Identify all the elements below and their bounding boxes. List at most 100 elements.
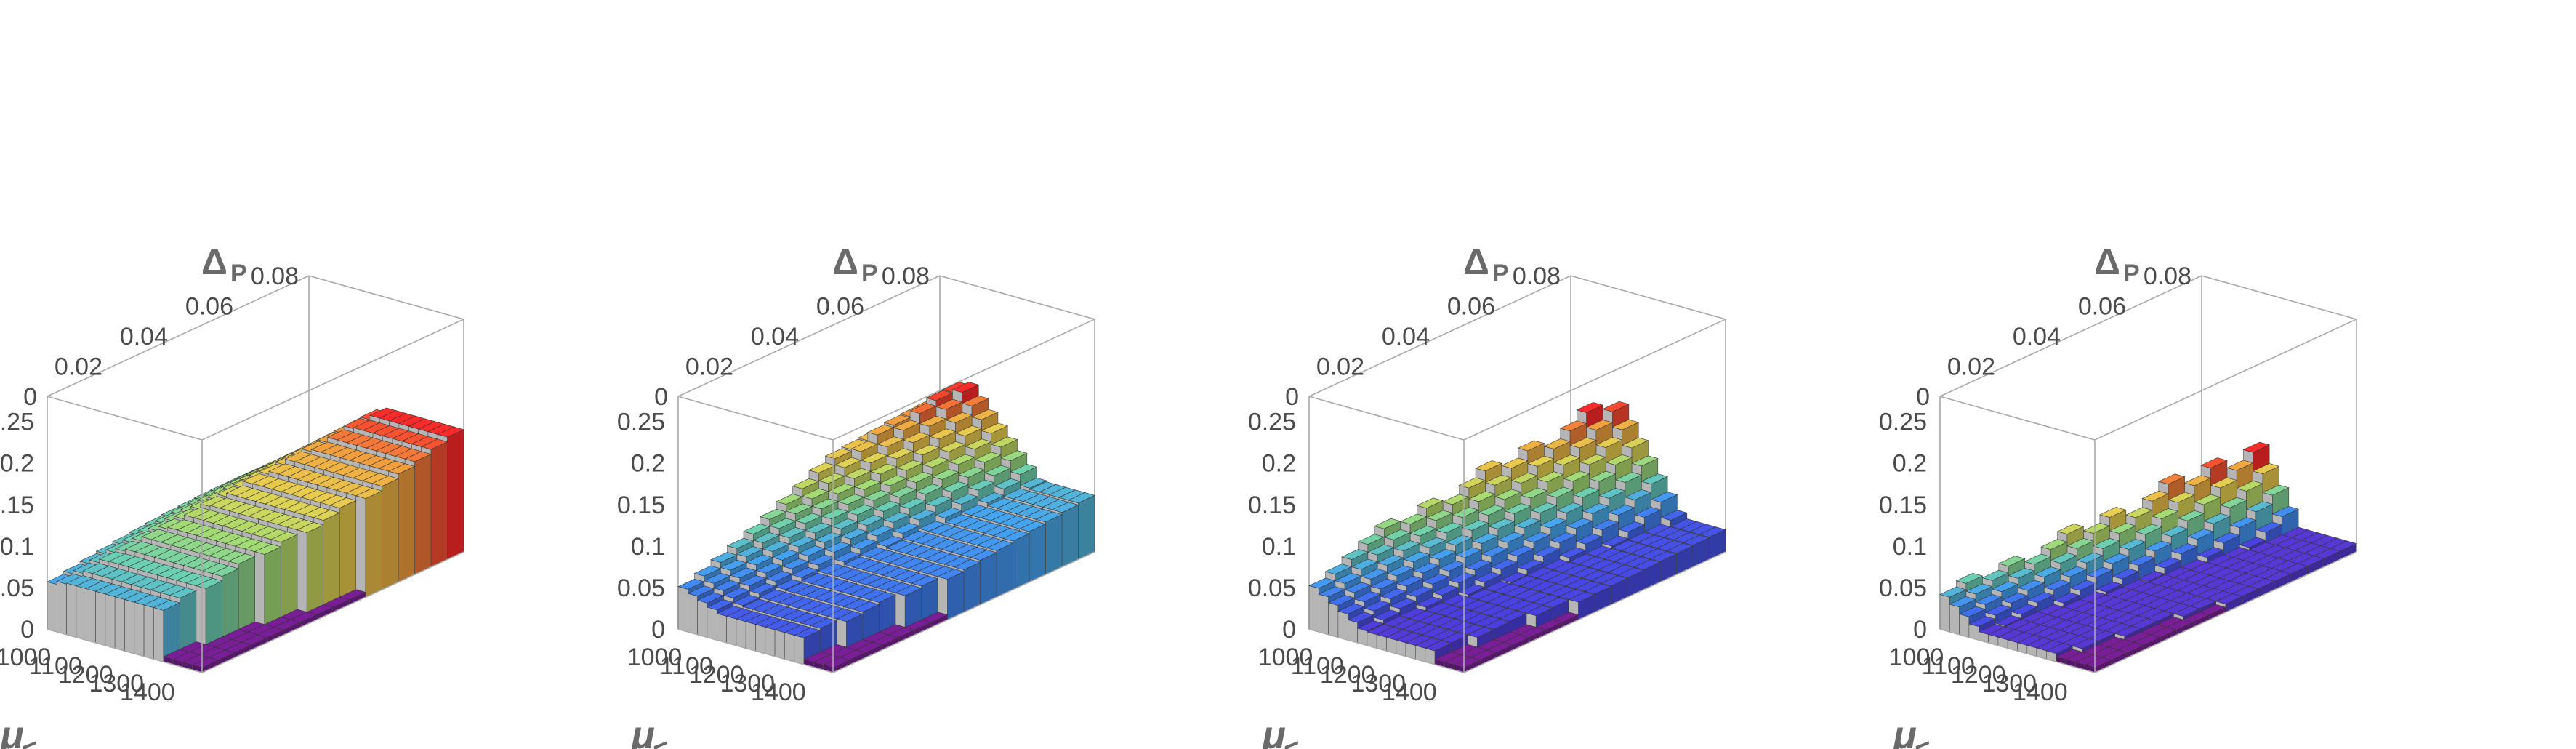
z-tick-label: 0 [651, 616, 665, 644]
bar-side [297, 529, 307, 617]
bar [191, 657, 220, 673]
bar-top [954, 425, 983, 436]
delta-axis-subscript: P [230, 260, 247, 287]
mu-axis-title: μ [629, 713, 655, 749]
bar-top [965, 438, 992, 450]
box-edge [308, 275, 464, 320]
box-edge [1939, 396, 2096, 441]
mu-axis-subscript: < [1915, 733, 1930, 749]
bar-top [212, 566, 239, 577]
bar-top [297, 521, 324, 533]
delta-tick-label: 0.06 [185, 293, 233, 321]
bar-side [697, 600, 708, 638]
bar-side [1308, 585, 1319, 633]
delta-tick-label: 0.04 [120, 323, 168, 351]
bar-top [951, 382, 980, 393]
bar-front [1045, 514, 1063, 575]
bar-side [66, 582, 77, 638]
delta-tick-label: 0.06 [2078, 293, 2126, 321]
bar-side [1348, 619, 1358, 644]
bar-top [938, 441, 966, 452]
z-tick-label: 0.25 [1879, 408, 1927, 436]
bar-side [774, 629, 785, 660]
box-edge [1308, 396, 1465, 441]
bar-top [371, 476, 399, 487]
bar-side [1939, 594, 1950, 633]
bar-side [105, 593, 116, 649]
bar-front [1013, 533, 1030, 590]
delta-tick-label: 0.08 [251, 263, 299, 290]
mu-tick-label: 1400 [120, 678, 175, 706]
bar-top [1000, 450, 1028, 462]
bar-side [57, 581, 67, 636]
bar-top [270, 532, 298, 542]
box-edge [939, 275, 1095, 320]
delta-tick-label: 0.06 [1447, 293, 1495, 321]
bar-front [996, 542, 1013, 598]
z-tick-label: 0.15 [1248, 492, 1296, 519]
box-edge [47, 275, 310, 397]
bar-top [919, 415, 947, 427]
z-axis-ticks: 0 0.05 0.1 0.15 0.2 0.25 [1248, 408, 1296, 644]
bar-top [903, 432, 930, 444]
delta-axis-title: Δ [832, 241, 858, 282]
bar-front [414, 454, 432, 575]
z-tick-label: 0.15 [617, 492, 665, 519]
z-tick-label: 0.1 [0, 533, 34, 561]
bar-side [677, 586, 688, 633]
bar-front [1061, 504, 1079, 568]
delta-axis-subscript: P [861, 260, 878, 287]
z-tick-label: 0.1 [1893, 533, 1927, 561]
delta-axis-title: Δ [201, 241, 228, 282]
bar-side [794, 635, 805, 665]
box-edge [201, 319, 464, 441]
delta-tick-label: 0.06 [816, 293, 864, 321]
bar-side [716, 613, 727, 644]
box-edge [2094, 319, 2357, 441]
bar-front [430, 441, 448, 568]
bar-side [745, 621, 756, 652]
delta-tick-label: 0 [654, 383, 668, 411]
bar-side [76, 585, 86, 641]
delta-tick-label: 0 [23, 383, 37, 411]
z-tick-label: 0.2 [1262, 450, 1296, 478]
bar [195, 577, 223, 650]
bar-side [736, 618, 746, 649]
bar-side [114, 596, 125, 652]
bar-side [755, 624, 766, 654]
z-tick-label: 0.25 [617, 408, 665, 436]
delta-axis-subscript: P [2123, 260, 2140, 287]
bars [1308, 401, 1726, 673]
bar [254, 543, 282, 630]
bars [1939, 441, 2357, 673]
bar-top [329, 497, 357, 509]
bar-side [124, 599, 135, 654]
mu-axis-subscript: < [22, 733, 37, 749]
z-tick-label: 0.25 [1248, 408, 1296, 436]
mu-axis-title: μ [1891, 713, 1917, 749]
bar-front [238, 556, 255, 635]
box-edge [2201, 275, 2357, 320]
delta-tick-label: 0 [1916, 383, 1930, 411]
bar-top [866, 424, 895, 436]
bar-side [765, 627, 776, 657]
delta-tick-label: 0.08 [2144, 263, 2191, 290]
bar-side [95, 590, 106, 646]
bar-side [196, 585, 206, 650]
bar-top [971, 409, 999, 420]
delta-tick-label: 0.02 [685, 353, 733, 381]
bar [937, 569, 965, 620]
delta-axis-title: Δ [2094, 241, 2120, 282]
bar-front [281, 534, 298, 622]
bar-top [437, 426, 464, 438]
z-tick-label: 0.05 [0, 574, 34, 602]
bar-top [191, 657, 220, 668]
bar-side [143, 604, 154, 660]
bar-side [1328, 602, 1339, 638]
bar-side [134, 601, 145, 657]
bar-front [947, 571, 965, 620]
bar-top [935, 398, 963, 410]
delta-tick-label: 0 [1285, 383, 1299, 411]
